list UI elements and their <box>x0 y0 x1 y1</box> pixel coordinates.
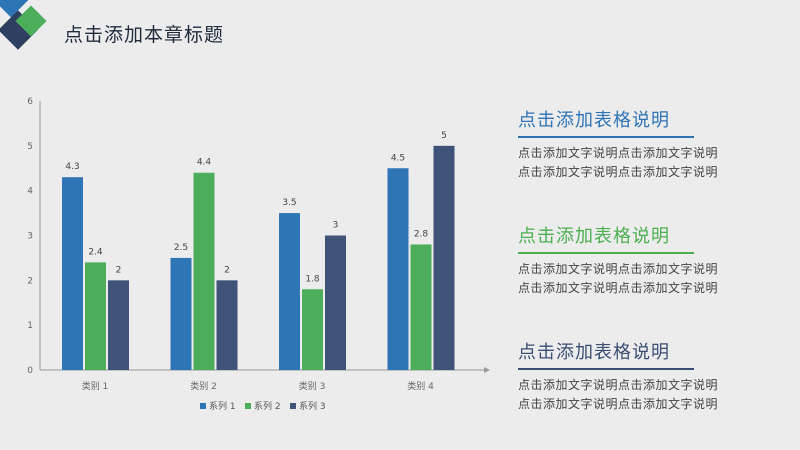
description-line[interactable]: 点击添加文字说明点击添加文字说明 <box>518 146 719 160</box>
legend-label: 系列 1 <box>209 400 236 412</box>
data-label: 2.8 <box>414 229 429 239</box>
legend-label: 系列 3 <box>299 400 326 412</box>
y-tick-label: 0 <box>27 366 33 376</box>
description-block-3: 点击添加表格说明 点击添加文字说明点击添加文字说明 点击添加文字说明点击添加文字… <box>518 338 738 414</box>
data-label: 2.4 <box>88 247 103 257</box>
data-label: 5 <box>441 131 447 141</box>
bar <box>325 235 346 370</box>
legend-label: 系列 2 <box>254 400 281 412</box>
x-tick-label: 类别 4 <box>407 380 434 392</box>
y-tick-label: 2 <box>27 276 33 286</box>
description-title[interactable]: 点击添加表格说明 <box>518 222 694 254</box>
bar <box>410 244 432 370</box>
y-tick-label: 5 <box>27 142 33 152</box>
x-tick-label: 类别 3 <box>299 380 326 392</box>
y-tick-label: 1 <box>27 321 33 331</box>
x-tick-label: 类别 2 <box>190 380 217 392</box>
y-tick-label: 6 <box>27 97 33 107</box>
description-line[interactable]: 点击添加文字说明点击添加文字说明 <box>518 281 719 295</box>
description-title[interactable]: 点击添加表格说明 <box>518 106 694 138</box>
bar <box>108 280 129 370</box>
legend-swatch <box>245 403 251 409</box>
y-tick-label: 3 <box>27 232 33 242</box>
data-label: 1.8 <box>305 274 320 284</box>
x-tick-label: 类别 1 <box>82 380 109 392</box>
bar <box>216 280 238 370</box>
bar <box>387 168 409 370</box>
description-line[interactable]: 点击添加文字说明点击添加文字说明 <box>518 262 719 276</box>
data-label: 2 <box>224 265 230 275</box>
bar <box>302 289 323 370</box>
bar <box>85 262 106 370</box>
description-block-2: 点击添加表格说明 点击添加文字说明点击添加文字说明 点击添加文字说明点击添加文字… <box>518 222 738 298</box>
data-label: 4.4 <box>197 158 212 168</box>
data-label: 2.5 <box>174 243 188 253</box>
description-line[interactable]: 点击添加文字说明点击添加文字说明 <box>518 378 719 392</box>
legend-swatch <box>200 403 206 409</box>
x-axis-arrow <box>484 367 490 373</box>
bar <box>193 172 215 370</box>
bar <box>279 213 300 370</box>
page-title: 点击添加本章标题 <box>64 24 225 46</box>
description-line[interactable]: 点击添加文字说明点击添加文字说明 <box>518 397 719 411</box>
data-label: 3 <box>333 221 339 231</box>
bar <box>170 257 192 370</box>
y-tick-label: 4 <box>27 187 33 197</box>
bar <box>433 145 455 370</box>
data-label: 3.5 <box>282 198 296 208</box>
logo-icon <box>0 0 47 50</box>
legend-swatch <box>290 403 296 409</box>
description-line[interactable]: 点击添加文字说明点击添加文字说明 <box>518 165 719 179</box>
data-label: 2 <box>116 265 122 275</box>
description-title[interactable]: 点击添加表格说明 <box>518 338 694 370</box>
data-label: 4.5 <box>391 153 405 163</box>
data-label: 4.3 <box>65 162 79 172</box>
description-block-1: 点击添加表格说明 点击添加文字说明点击添加文字说明 点击添加文字说明点击添加文字… <box>518 106 738 182</box>
bar <box>62 177 83 370</box>
